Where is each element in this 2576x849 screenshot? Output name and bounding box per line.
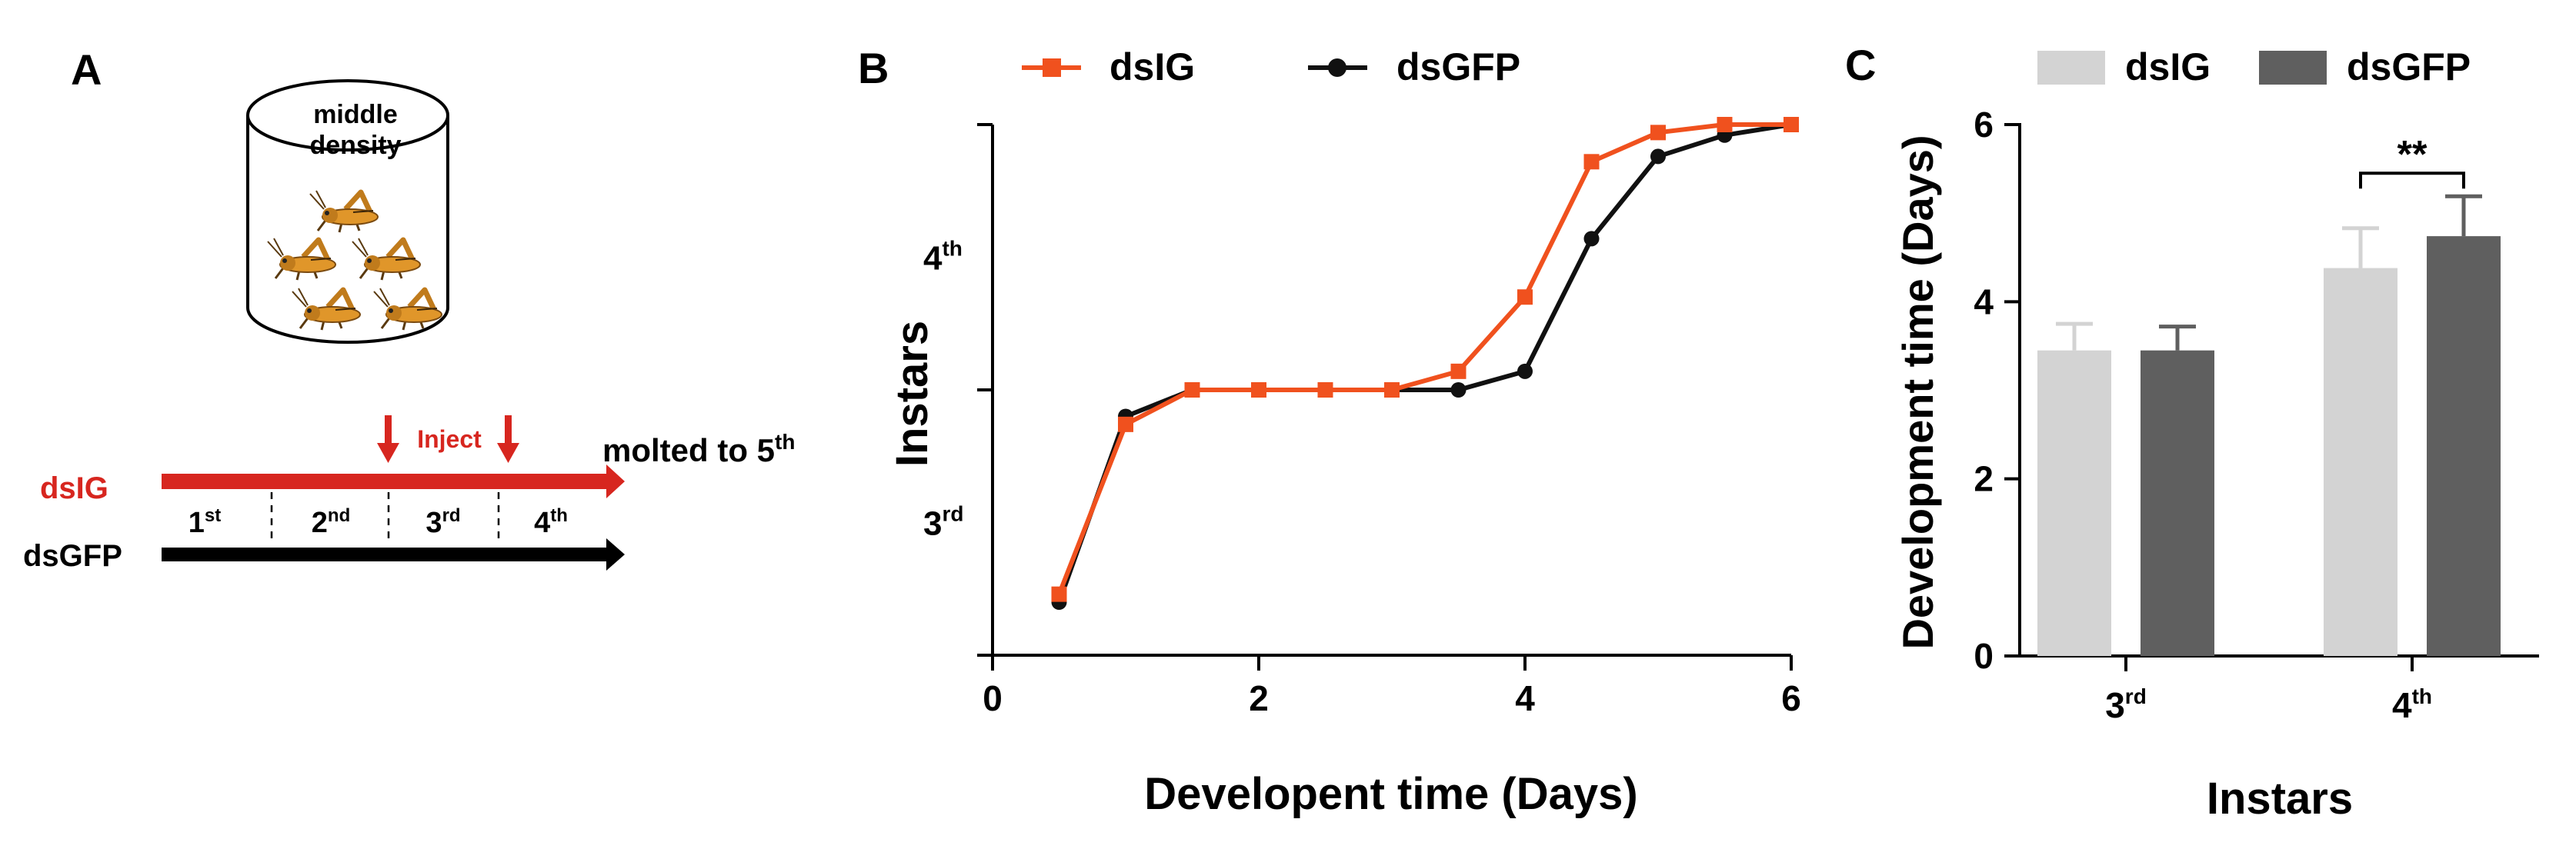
group-label-dsig: dsIG: [40, 471, 108, 505]
series-line-dsgfp: [1056, 122, 1792, 604]
data-point-dsig: [1717, 117, 1733, 132]
legend-b-dsig-marker: [1043, 58, 1061, 77]
chart-b-series: [1051, 117, 1799, 610]
chart-b-ticks: 0 2 4 6 4th 3rd: [923, 123, 1801, 718]
data-point-dsig: [1384, 382, 1400, 398]
chart-c-x-tick-label: 4th: [2392, 684, 2432, 725]
significance-label: **: [2397, 132, 2428, 175]
panel-a-label: A: [71, 45, 102, 94]
stage-label: 3rd: [425, 505, 460, 539]
bar-dsgfp: [2141, 350, 2214, 656]
chart-b-xlabel: Developent time (Days): [1144, 769, 1637, 819]
legend-b-dsgfp-label: dsGFP: [1396, 45, 1520, 88]
data-point-dsig: [1650, 125, 1666, 141]
data-point-dsig: [1184, 382, 1200, 398]
significance-bracket: [2359, 171, 2465, 189]
molted-label: molted to 5th: [602, 430, 795, 468]
series-line-dsig: [1056, 122, 1791, 595]
panel-b-label: B: [858, 44, 889, 92]
data-point-dsgfp: [1517, 363, 1533, 379]
inject-markers: Inject: [377, 415, 519, 463]
data-point-dsgfp: [1583, 231, 1600, 247]
legend-b-dsig-label: dsIG: [1109, 45, 1195, 88]
container-label-line1: middle: [313, 100, 398, 129]
dsig-arrowhead: [606, 464, 625, 498]
data-point-dsig: [1251, 382, 1266, 398]
data-point-dsgfp: [1650, 148, 1666, 165]
chart-b-x-tick-label: 6: [1781, 678, 1801, 718]
stage-label: 1st: [189, 505, 221, 539]
stage-label: 2nd: [312, 505, 350, 539]
chart-b-y-tick-label: 4th: [923, 237, 963, 278]
dsig-timeline-arrow: [162, 474, 608, 489]
inject-label: Inject: [417, 425, 482, 453]
panel-c: C dsIG dsGFP 0 2 4 6 3rd 4th ** Development t…: [1845, 41, 2539, 824]
bar-dsig: [2324, 268, 2397, 656]
chart-b-x-tick-label: 2: [1249, 678, 1269, 718]
container-label-line2: density: [309, 131, 401, 160]
chart-c-xlabel: Instars: [2207, 774, 2353, 824]
legend-c-dsgfp-label: dsGFP: [2347, 45, 2471, 88]
chart-b-x-tick-label: 0: [983, 678, 1003, 718]
stage-label: 4th: [534, 505, 568, 539]
chart-b-y-tick-label: 3rd: [923, 502, 963, 543]
inject-arrowhead-2: [497, 443, 519, 463]
data-point-dsgfp: [1450, 382, 1467, 398]
group-label-dsgfp: dsGFP: [23, 539, 122, 573]
chart-b-x-tick-label: 4: [1515, 678, 1535, 718]
chart-c-y-tick-label: 2: [1974, 459, 1994, 499]
legend-c-dsig-swatch: [2037, 51, 2105, 85]
chart-b-ylabel: Instars: [887, 321, 937, 467]
data-point-dsig: [1317, 382, 1333, 398]
data-point-dsig: [1517, 289, 1533, 305]
chart-c-y-tick-label: 6: [1974, 105, 1994, 145]
chart-c-y-tick-label: 4: [1974, 281, 1994, 321]
bar-dsgfp: [2427, 236, 2501, 656]
density-container: middle density: [246, 79, 449, 344]
inject-arrow-2: [505, 415, 512, 446]
bar-dsig: [2037, 350, 2111, 656]
data-point-dsig: [1583, 154, 1600, 170]
panel-b: B dsIG dsGFP 0 2 4 6 4th 3rd Instars Develope…: [858, 44, 1801, 819]
data-point-dsig: [1784, 117, 1799, 132]
stage-dividers: [270, 492, 500, 544]
chart-c-x-tick-label: 3rd: [2105, 684, 2147, 725]
chart-c-ticks: 0 2 4 6 3rd 4th: [1974, 105, 2432, 725]
data-point-dsig: [1450, 363, 1467, 379]
dsgfp-timeline-arrow: [162, 548, 608, 561]
legend-c-dsig-label: dsIG: [2125, 45, 2211, 88]
panel-a: A middle density Inject molted to 5th ds…: [23, 45, 795, 573]
legend-b-dsgfp-marker: [1328, 58, 1346, 77]
inject-arrow-1: [385, 415, 392, 446]
panel-c-label: C: [1845, 41, 1876, 89]
legend-c: dsIG dsGFP: [2037, 45, 2471, 88]
chart-c-y-tick-label: 0: [1974, 636, 1994, 676]
chart-c-ylabel: Development time (Days): [1894, 135, 1942, 649]
legend-c-dsgfp-swatch: [2259, 51, 2327, 85]
chart-c-bars: **: [2037, 132, 2501, 656]
data-point-dsig: [1051, 586, 1067, 602]
inject-arrowhead-1: [377, 443, 399, 463]
data-point-dsig: [1118, 416, 1133, 432]
dsgfp-arrowhead: [606, 538, 625, 571]
legend-b: dsIG dsGFP: [1022, 45, 1520, 88]
